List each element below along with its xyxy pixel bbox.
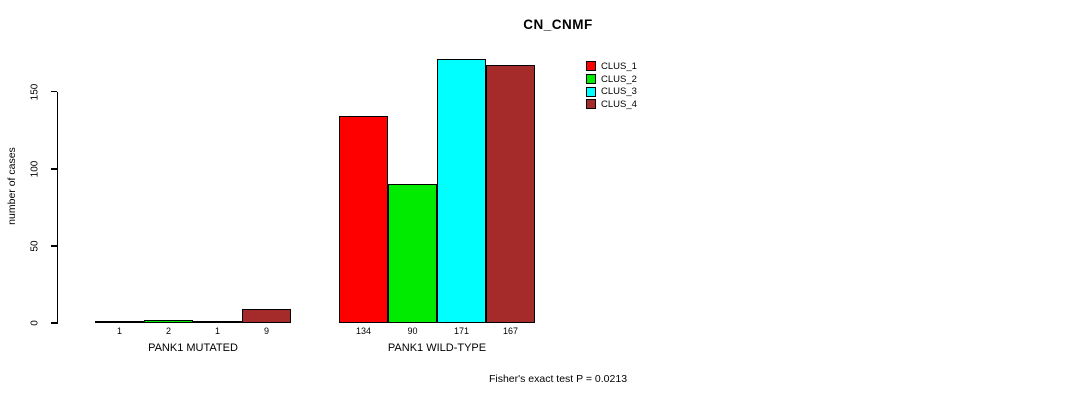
legend-item: CLUS_4 — [586, 98, 637, 111]
y-axis-tick-label: 0 — [29, 320, 41, 326]
bar — [339, 116, 388, 323]
y-axis-tick — [50, 90, 57, 93]
bar-value-label: 134 — [355, 326, 372, 336]
bar — [95, 320, 144, 323]
legend-swatch — [586, 99, 596, 110]
legend-swatch — [586, 74, 596, 85]
bar — [388, 184, 437, 323]
bar — [437, 59, 486, 323]
legend-swatch — [586, 61, 596, 72]
legend-item: CLUS_2 — [586, 73, 637, 86]
legend-swatch — [586, 86, 596, 97]
chart-title: CN_CNMF — [523, 17, 593, 32]
x-axis-group-label: PANK1 MUTATED — [148, 342, 238, 354]
legend-label: CLUS_1 — [601, 60, 637, 72]
bar-value-label: 1 — [214, 326, 221, 336]
y-axis-tick-label: 100 — [29, 160, 41, 178]
y-axis-tick — [50, 168, 57, 170]
legend-item: CLUS_1 — [586, 60, 637, 73]
bar-value-label: 171 — [453, 326, 470, 336]
bar-value-label: 2 — [165, 326, 172, 336]
y-axis-tick-label: 150 — [29, 83, 41, 101]
legend-item: CLUS_3 — [586, 85, 637, 98]
legend-label: CLUS_4 — [601, 98, 637, 110]
bar — [193, 320, 242, 323]
legend-label: CLUS_2 — [601, 73, 637, 85]
bar-value-label: 1 — [116, 326, 123, 336]
y-axis-tick-label: 50 — [29, 240, 41, 252]
bar — [242, 309, 291, 323]
y-axis-tick — [50, 245, 57, 247]
x-axis-group-label: PANK1 WILD-TYPE — [387, 342, 487, 354]
bar — [486, 65, 535, 323]
bar-value-label: 9 — [263, 326, 270, 336]
stat-annotation: Fisher's exact test P = 0.0213 — [488, 373, 628, 385]
legend: CLUS_1 CLUS_2 CLUS_3 CLUS_4 — [586, 60, 637, 111]
bar-value-label: 90 — [407, 326, 418, 336]
y-axis-line — [56, 91, 58, 324]
y-axis-tick — [50, 322, 57, 324]
legend-label: CLUS_3 — [601, 86, 637, 98]
bar-value-label: 167 — [502, 326, 519, 336]
bar — [144, 319, 193, 323]
